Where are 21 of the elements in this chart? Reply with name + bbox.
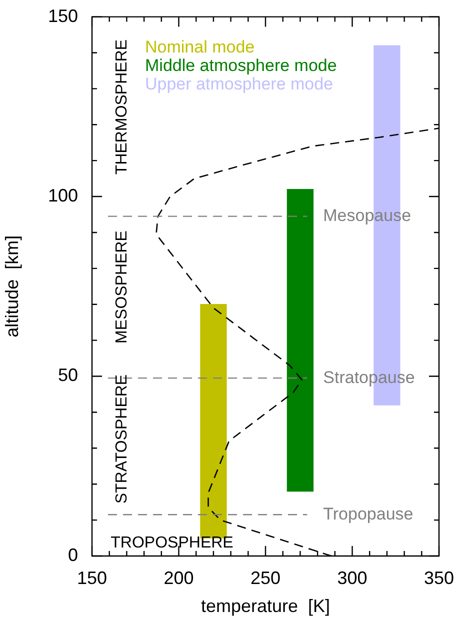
annotation: TROPOSPHERE xyxy=(110,534,234,552)
x-axis-title: temperature [K] xyxy=(200,596,330,616)
ref-line-label: Mesopause xyxy=(323,206,412,225)
text: Middle atmosphere mode xyxy=(145,56,337,75)
y-tick-label: 100 xyxy=(48,186,78,206)
x-tick-label: 150 xyxy=(76,568,108,588)
text: Upper atmosphere mode xyxy=(145,74,334,94)
text: Nominal mode xyxy=(145,37,255,56)
y-axis-title: altitude [km] xyxy=(2,235,22,338)
annotation: STRATOSPHERE xyxy=(113,374,130,504)
x-tick-label: 300 xyxy=(337,568,368,588)
y-tick-label: 0 xyxy=(68,544,78,565)
y-tick-label: 150 xyxy=(48,6,78,26)
annotation: MESOSPHERE xyxy=(113,230,130,344)
y-tick-label: 50 xyxy=(58,365,78,386)
ref-line-label: Tropopause xyxy=(323,504,414,524)
x-tick-label: 250 xyxy=(250,568,281,588)
x-tick-label: 350 xyxy=(424,568,454,588)
annotation: THERMOSPHERE xyxy=(113,39,130,175)
x-tick-label: 200 xyxy=(164,568,194,588)
ref-line-label: Stratopause xyxy=(323,368,415,387)
